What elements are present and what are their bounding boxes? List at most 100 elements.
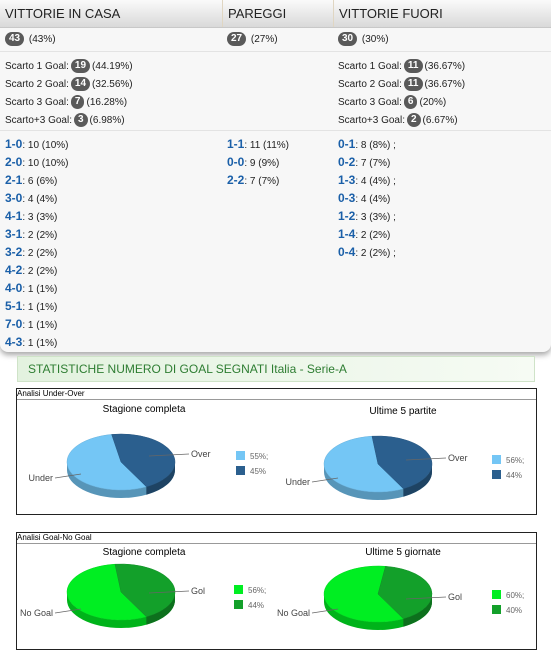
pie-slice <box>371 435 433 490</box>
chart-title: Ultime 5 giornate <box>365 547 441 558</box>
panel-title: Analisi Under-Over <box>17 389 536 400</box>
divider <box>0 51 551 52</box>
list-item: 1-0: 10 (10%) <box>5 137 69 151</box>
legend-label: 44% <box>248 601 264 610</box>
legend-swatch <box>234 585 243 594</box>
legend-label: 55%; <box>250 452 268 461</box>
header-draws: PAREGGI <box>228 6 287 21</box>
leader-line <box>54 473 82 479</box>
list-item: Scarto 3 Goal: 6 (20%) <box>338 95 447 110</box>
legend-swatch <box>236 466 245 475</box>
legend-label: 44% <box>506 471 522 480</box>
list-item: Scarto 3 Goal: 7 (16.28%) <box>5 95 128 110</box>
list-item: 4-2: 2 (2%) <box>5 263 58 277</box>
chart-title: Ultime 5 partite <box>369 406 437 417</box>
list-item: Scarto+3 Goal: 2 (6.67%) <box>338 113 458 128</box>
list-item: Scarto 2 Goal: 14 (32.56%) <box>5 77 133 92</box>
list-item: 4-1: 3 (3%) <box>5 209 58 223</box>
away-total-pct: (30%) <box>361 34 389 45</box>
away-total-count: 30 <box>338 32 358 47</box>
under-over-charts: Under Over Stagione completa 55%; 45% Under Ov… <box>28 404 524 500</box>
draw-scores: 1-1: 11 (11%) 0-0: 9 (9%) 2-2: 7 (7%) <box>227 135 289 189</box>
list-item: 3-1: 2 (2%) <box>5 227 58 241</box>
leader-line <box>148 590 190 594</box>
table-header: VITTORIE IN CASA PAREGGI VITTORIE FUORI <box>0 0 551 28</box>
home-total-pct: (43%) <box>28 34 56 45</box>
pie-side <box>403 594 432 627</box>
slice-label: Gol <box>448 592 462 602</box>
legend-label: 60%; <box>506 591 524 600</box>
leader-line <box>311 608 339 614</box>
pie-slice <box>323 435 404 493</box>
draw-total: 27 (27%) <box>227 31 278 49</box>
list-item: Scarto 2 Goal: 11 (36.67%) <box>338 77 466 92</box>
slice-label: Under <box>285 477 310 487</box>
home-total-count: 43 <box>5 32 25 47</box>
pie-slice <box>66 434 147 491</box>
list-item: 4-3: 1 (1%) <box>5 335 58 349</box>
leader-line <box>54 608 82 614</box>
list-item: 0-1: 8 (8%) ; <box>338 137 396 151</box>
home-margins: Scarto 1 Goal: 19 (44.19%) Scarto 2 Goal: 1… <box>5 58 133 130</box>
list-item: Scarto 1 Goal: 11 (36.67%) <box>338 59 466 74</box>
slice-label: Gol <box>191 586 205 596</box>
goal-nogoal-panel: Analisi Goal-No Goal No Goal Gol Stagione … <box>16 532 537 650</box>
pie-slice <box>66 563 147 621</box>
list-item: Scarto 1 Goal: 19 (44.19%) <box>5 59 133 74</box>
slice-label: No Goal <box>277 608 310 618</box>
away-margins: Scarto 1 Goal: 11 (36.67%) Scarto 2 Goal: 1… <box>338 58 465 130</box>
header-away-wins: VITTORIE FUORI <box>339 6 443 21</box>
header-home-wins: VITTORIE IN CASA <box>5 6 121 21</box>
under-over-panel: Analisi Under-Over Under Over Stagione com… <box>16 388 537 515</box>
list-item: 1-2: 3 (3%) ; <box>338 209 396 223</box>
chart-title: Stagione completa <box>103 404 186 415</box>
header-divider <box>222 0 223 27</box>
panel-title: Analisi Goal-No Goal <box>17 533 536 544</box>
pie-side <box>403 464 432 497</box>
leader-line <box>311 477 339 483</box>
slice-label: No Goal <box>20 608 53 618</box>
draw-total-count: 27 <box>227 32 247 47</box>
leader-line <box>405 457 447 461</box>
list-item: 4-0: 1 (1%) <box>5 281 58 295</box>
list-item: 3-0: 4 (4%) <box>5 191 58 205</box>
list-item: 2-1: 6 (6%) <box>5 173 58 187</box>
list-item: 7-0: 1 (1%) <box>5 317 58 331</box>
pie-slice <box>111 433 176 488</box>
pie-slice <box>323 565 404 623</box>
legend-swatch <box>492 605 501 614</box>
list-item: 0-2: 7 (7%) <box>338 155 391 169</box>
pie-side <box>146 462 175 495</box>
list-item: 2-0: 10 (10%) <box>5 155 69 169</box>
legend-label: 56%; <box>506 456 524 465</box>
home-scores: 1-0: 10 (10%) 2-0: 10 (10%) 2-1: 6 (6%) … <box>5 135 68 351</box>
legend-swatch <box>492 590 501 599</box>
goal-nogoal-charts: No Goal Gol Stagione completa 56%; 44% No Goa… <box>20 547 524 630</box>
list-item: 0-3: 4 (4%) <box>338 191 391 205</box>
legend-swatch <box>236 451 245 460</box>
header-divider <box>333 0 334 27</box>
list-item: 0-0: 9 (9%) <box>227 155 280 169</box>
list-item: 3-2: 2 (2%) <box>5 245 58 259</box>
list-item: Scarto+3 Goal: 3 (6.98%) <box>5 113 125 128</box>
away-total: 30 (30%) <box>338 31 389 49</box>
leader-line <box>405 596 447 600</box>
legend-label: 56%; <box>248 586 266 595</box>
legend-swatch <box>492 455 501 464</box>
chart-title: Stagione completa <box>103 547 186 558</box>
home-total: 43 (43%) <box>5 31 56 49</box>
slice-label: Over <box>448 453 468 463</box>
draw-total-pct: (27%) <box>250 34 278 45</box>
list-item: 1-4: 2 (2%) <box>338 227 391 241</box>
results-table: VITTORIE IN CASA PAREGGI VITTORIE FUORI … <box>0 0 551 351</box>
list-item: 5-1: 1 (1%) <box>5 299 58 313</box>
list-item: 1-1: 11 (11%) <box>227 137 289 151</box>
leader-line <box>148 453 190 457</box>
list-item: 1-3: 4 (4%) ; <box>338 173 396 187</box>
divider <box>0 130 551 131</box>
pie-side <box>146 592 175 625</box>
away-scores: 0-1: 8 (8%) ; 0-2: 7 (7%) 1-3: 4 (4%) ; … <box>338 135 396 261</box>
slice-label: Under <box>28 473 53 483</box>
list-item: 2-2: 7 (7%) <box>227 173 280 187</box>
list-item: 0-4: 2 (2%) ; <box>338 245 396 259</box>
